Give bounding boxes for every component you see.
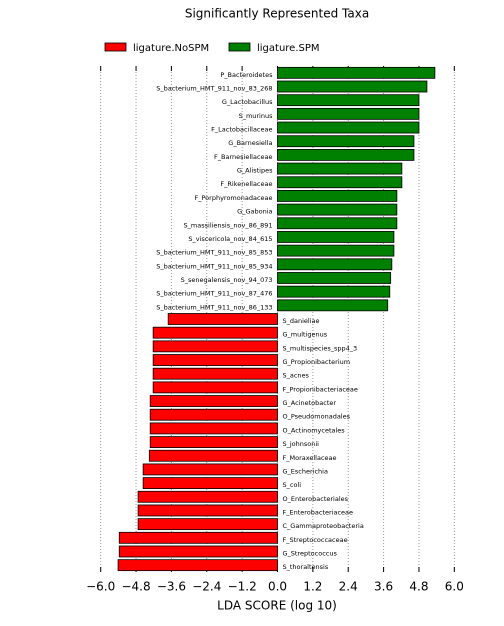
bar <box>277 258 393 271</box>
legend-swatch <box>104 42 127 52</box>
category-label: S_johnsonii <box>283 440 320 448</box>
x-tick-label: 1.2 <box>303 580 322 594</box>
bar <box>137 490 278 503</box>
category-label: F_Streptococcaceae <box>283 536 348 544</box>
category-label: S_acnes <box>283 372 310 380</box>
category-label: F_Moraxellaceae <box>283 454 337 462</box>
x-tick-label: 0.0 <box>268 580 287 594</box>
bar <box>277 121 420 134</box>
category-label: G_multigenus <box>283 331 328 339</box>
bar <box>117 559 278 572</box>
x-tick-label: −3.6 <box>157 580 186 594</box>
category-label: S_bacterium_HMT_911_nov_86_133 <box>156 303 272 311</box>
category-label: F_Rikenellaceae <box>220 180 272 188</box>
category-label: G_Acinetobacter <box>283 399 337 407</box>
bar <box>152 326 278 339</box>
bar <box>152 367 278 380</box>
category-label: G_Lactobacillus <box>222 98 273 106</box>
category-label: G_Alistipes <box>237 167 273 175</box>
x-axis-label: LDA SCORE (log 10) <box>217 599 337 613</box>
bar <box>148 449 278 462</box>
category-label: S_bacterium_HMT_911_nov_85_853 <box>156 249 272 257</box>
category-label: S_danieliae <box>283 317 320 325</box>
bar <box>152 381 278 394</box>
bar <box>277 299 389 312</box>
x-tick-label: 4.8 <box>409 580 428 594</box>
x-tick-label: −2.4 <box>192 580 221 594</box>
category-label: G_Barnesiella <box>228 139 272 147</box>
category-label: F_Lactobacillaceae <box>211 126 272 134</box>
bar <box>277 80 428 93</box>
bar <box>152 340 278 353</box>
chart-title: Significantly Represented Taxa <box>185 7 369 21</box>
category-label: F_Barnesiellaceae <box>214 153 272 161</box>
category-label: P_Bacteroidetes <box>220 71 273 79</box>
category-label: G_Gabonia <box>237 208 272 216</box>
category-label: O_Pseudomonadales <box>283 413 351 421</box>
bar <box>277 203 398 216</box>
bar <box>142 477 278 490</box>
bar <box>277 190 398 202</box>
legend-swatch <box>228 42 251 52</box>
bar <box>277 66 436 79</box>
bar <box>277 244 395 257</box>
bar <box>137 504 278 517</box>
legend-label: ligature.SPM <box>257 43 320 54</box>
bar <box>277 148 415 161</box>
bar <box>149 408 278 421</box>
category-label: S_multispecies_spp4_3 <box>283 344 358 352</box>
category-label: S_murinus <box>239 112 274 120</box>
category-label: C_Gammaproteobacteria <box>283 522 364 530</box>
category-label: O_Enterobacteriales <box>283 495 349 503</box>
category-label: S_viscericola_nov_84_615 <box>188 235 272 243</box>
category-label: F_Propionibacteriaceae <box>283 385 358 393</box>
bar <box>167 313 278 325</box>
x-tick-label: −6.0 <box>86 580 115 594</box>
bar <box>277 107 420 120</box>
category-label: F_Enterobacteriaceae <box>283 508 354 516</box>
category-label: G_Escherichia <box>283 467 328 475</box>
bar <box>149 395 278 407</box>
x-tick-label: 3.6 <box>374 580 393 594</box>
bar <box>142 463 278 476</box>
bar <box>118 531 278 544</box>
bar <box>137 518 278 531</box>
bar <box>277 94 420 107</box>
x-tick-label: 6.0 <box>445 580 464 594</box>
bar <box>152 354 278 366</box>
category-label: S_bacterium_HMT_911_nov_85_934 <box>156 262 272 270</box>
category-label: S_coli <box>283 481 302 489</box>
bar <box>277 231 395 243</box>
category-label: S_bacterium_HMT_911_nov_87_476 <box>156 290 272 298</box>
bar <box>277 162 403 175</box>
bar <box>277 176 403 189</box>
category-label: G_Propionibacterium <box>283 358 351 366</box>
bar <box>277 217 398 230</box>
x-tick-label: −1.2 <box>228 580 257 594</box>
bar <box>277 272 392 284</box>
category-label: F_Porphyromonadaceae <box>195 194 273 202</box>
bar <box>277 285 391 298</box>
bar <box>149 422 278 435</box>
bar <box>149 436 278 448</box>
bar <box>277 135 415 148</box>
category-label: S_bacterium_HMT_911_nov_83_268 <box>156 85 272 93</box>
x-tick-label: 2.4 <box>339 580 358 594</box>
category-label: O_Actinomycetales <box>283 426 346 434</box>
category-label: S_massiliensis_nov_86_891 <box>184 221 273 229</box>
category-label: S_senegalensis_nov_94_073 <box>181 276 273 284</box>
x-tick-label: −4.8 <box>121 580 150 594</box>
bar <box>118 545 278 558</box>
category-label: G_Streptococcus <box>283 549 338 557</box>
category-label: S_thoraltensis <box>283 563 329 571</box>
legend-label: ligature.NoSPM <box>133 43 209 54</box>
